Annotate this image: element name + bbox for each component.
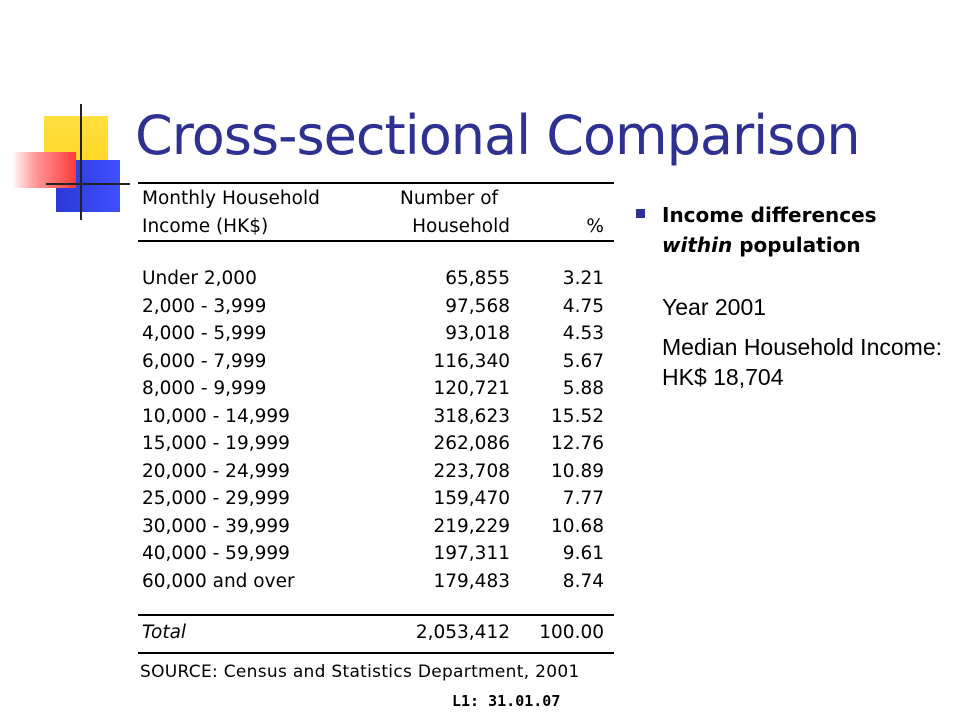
- table-row-income: 10,000 - 14,999: [142, 405, 290, 427]
- table-row-number: 93,018: [445, 323, 510, 344]
- table-row-income: 6,000 - 7,999: [142, 350, 267, 372]
- table-row-percent: 12.76: [551, 433, 604, 454]
- slide-title: Cross-sectional Comparison: [135, 104, 861, 167]
- table-row-number: 120,721: [433, 378, 510, 399]
- table-row-income: 20,000 - 24,999: [142, 460, 290, 482]
- table-row-percent: 5.67: [562, 350, 604, 372]
- table-row-income: 15,000 - 19,999: [142, 433, 290, 454]
- total-label: Total: [142, 622, 187, 643]
- table-row-percent: 7.77: [562, 488, 604, 509]
- table-row-income: 2,000 - 3,999: [142, 295, 267, 317]
- table-row-number: 219,229: [433, 515, 510, 537]
- table-top-rule: [138, 182, 614, 184]
- table-row-number: 179,483: [433, 570, 510, 592]
- bullet-point: Income differences within population: [662, 200, 952, 260]
- table-row-percent: 15.52: [551, 405, 604, 427]
- table-row-number: 318,623: [433, 405, 510, 427]
- table-row-number: 197,311: [433, 543, 510, 564]
- bullet-square-icon: [636, 209, 645, 218]
- table-row-income: 40,000 - 59,999: [142, 543, 290, 564]
- table-row-income: 30,000 - 39,999: [142, 515, 290, 537]
- table-row-number: 159,470: [433, 488, 510, 509]
- table-row-income: 4,000 - 5,999: [142, 323, 267, 344]
- table-row-percent: 4.53: [562, 323, 604, 344]
- table-header-rule: [138, 240, 614, 242]
- sub-item-median-income: Median Household Income: HK$ 18,704: [662, 334, 942, 390]
- table-row-income: 60,000 and over: [142, 570, 295, 592]
- bullet-bold-line1: Income differences: [662, 203, 877, 227]
- table-row-income: 25,000 - 29,999: [142, 488, 290, 509]
- decorative-horizontal-line: [46, 183, 130, 185]
- sub-item-year: Year 2001: [662, 294, 767, 320]
- table-row-percent: 8.74: [562, 570, 604, 592]
- table-row-percent: 5.88: [562, 378, 604, 399]
- total-number: 2,053,412: [415, 622, 510, 643]
- bullet-bold-rest: population: [732, 233, 861, 257]
- table-bottom-rule: [138, 652, 614, 654]
- table-row-number: 262,086: [433, 433, 510, 454]
- table-row-percent: 9.61: [562, 543, 604, 564]
- table-row-percent: 10.89: [551, 460, 604, 482]
- total-percent: 100.00: [539, 622, 604, 643]
- table-row-percent: 4.75: [562, 295, 604, 317]
- decorative-red-bar: [12, 152, 76, 188]
- table-row-percent: 10.68: [551, 515, 604, 537]
- table-total-rule: [138, 614, 614, 616]
- footer-code: L1: 31.01.07: [452, 692, 561, 710]
- table-row-income: 8,000 - 9,999: [142, 378, 267, 399]
- source-note: SOURCE: Census and Statistics Department…: [140, 662, 580, 682]
- table-row-number: 116,340: [433, 350, 510, 372]
- table-row-number: 65,855: [445, 268, 510, 289]
- table-row-income: Under 2,000: [142, 268, 257, 289]
- header-income-line2: Income (HK$): [142, 216, 269, 237]
- header-income-line1: Monthly Household: [142, 188, 320, 209]
- bullet-italic-word: within: [662, 233, 733, 257]
- table-row-number: 97,568: [445, 295, 510, 317]
- header-number-line1: Number of: [400, 188, 499, 209]
- table-row-percent: 3.21: [562, 268, 604, 289]
- table-row-number: 223,708: [433, 460, 510, 482]
- header-percent: %: [586, 216, 604, 237]
- header-number-line2: Household: [412, 216, 510, 237]
- decorative-vertical-line: [80, 104, 82, 220]
